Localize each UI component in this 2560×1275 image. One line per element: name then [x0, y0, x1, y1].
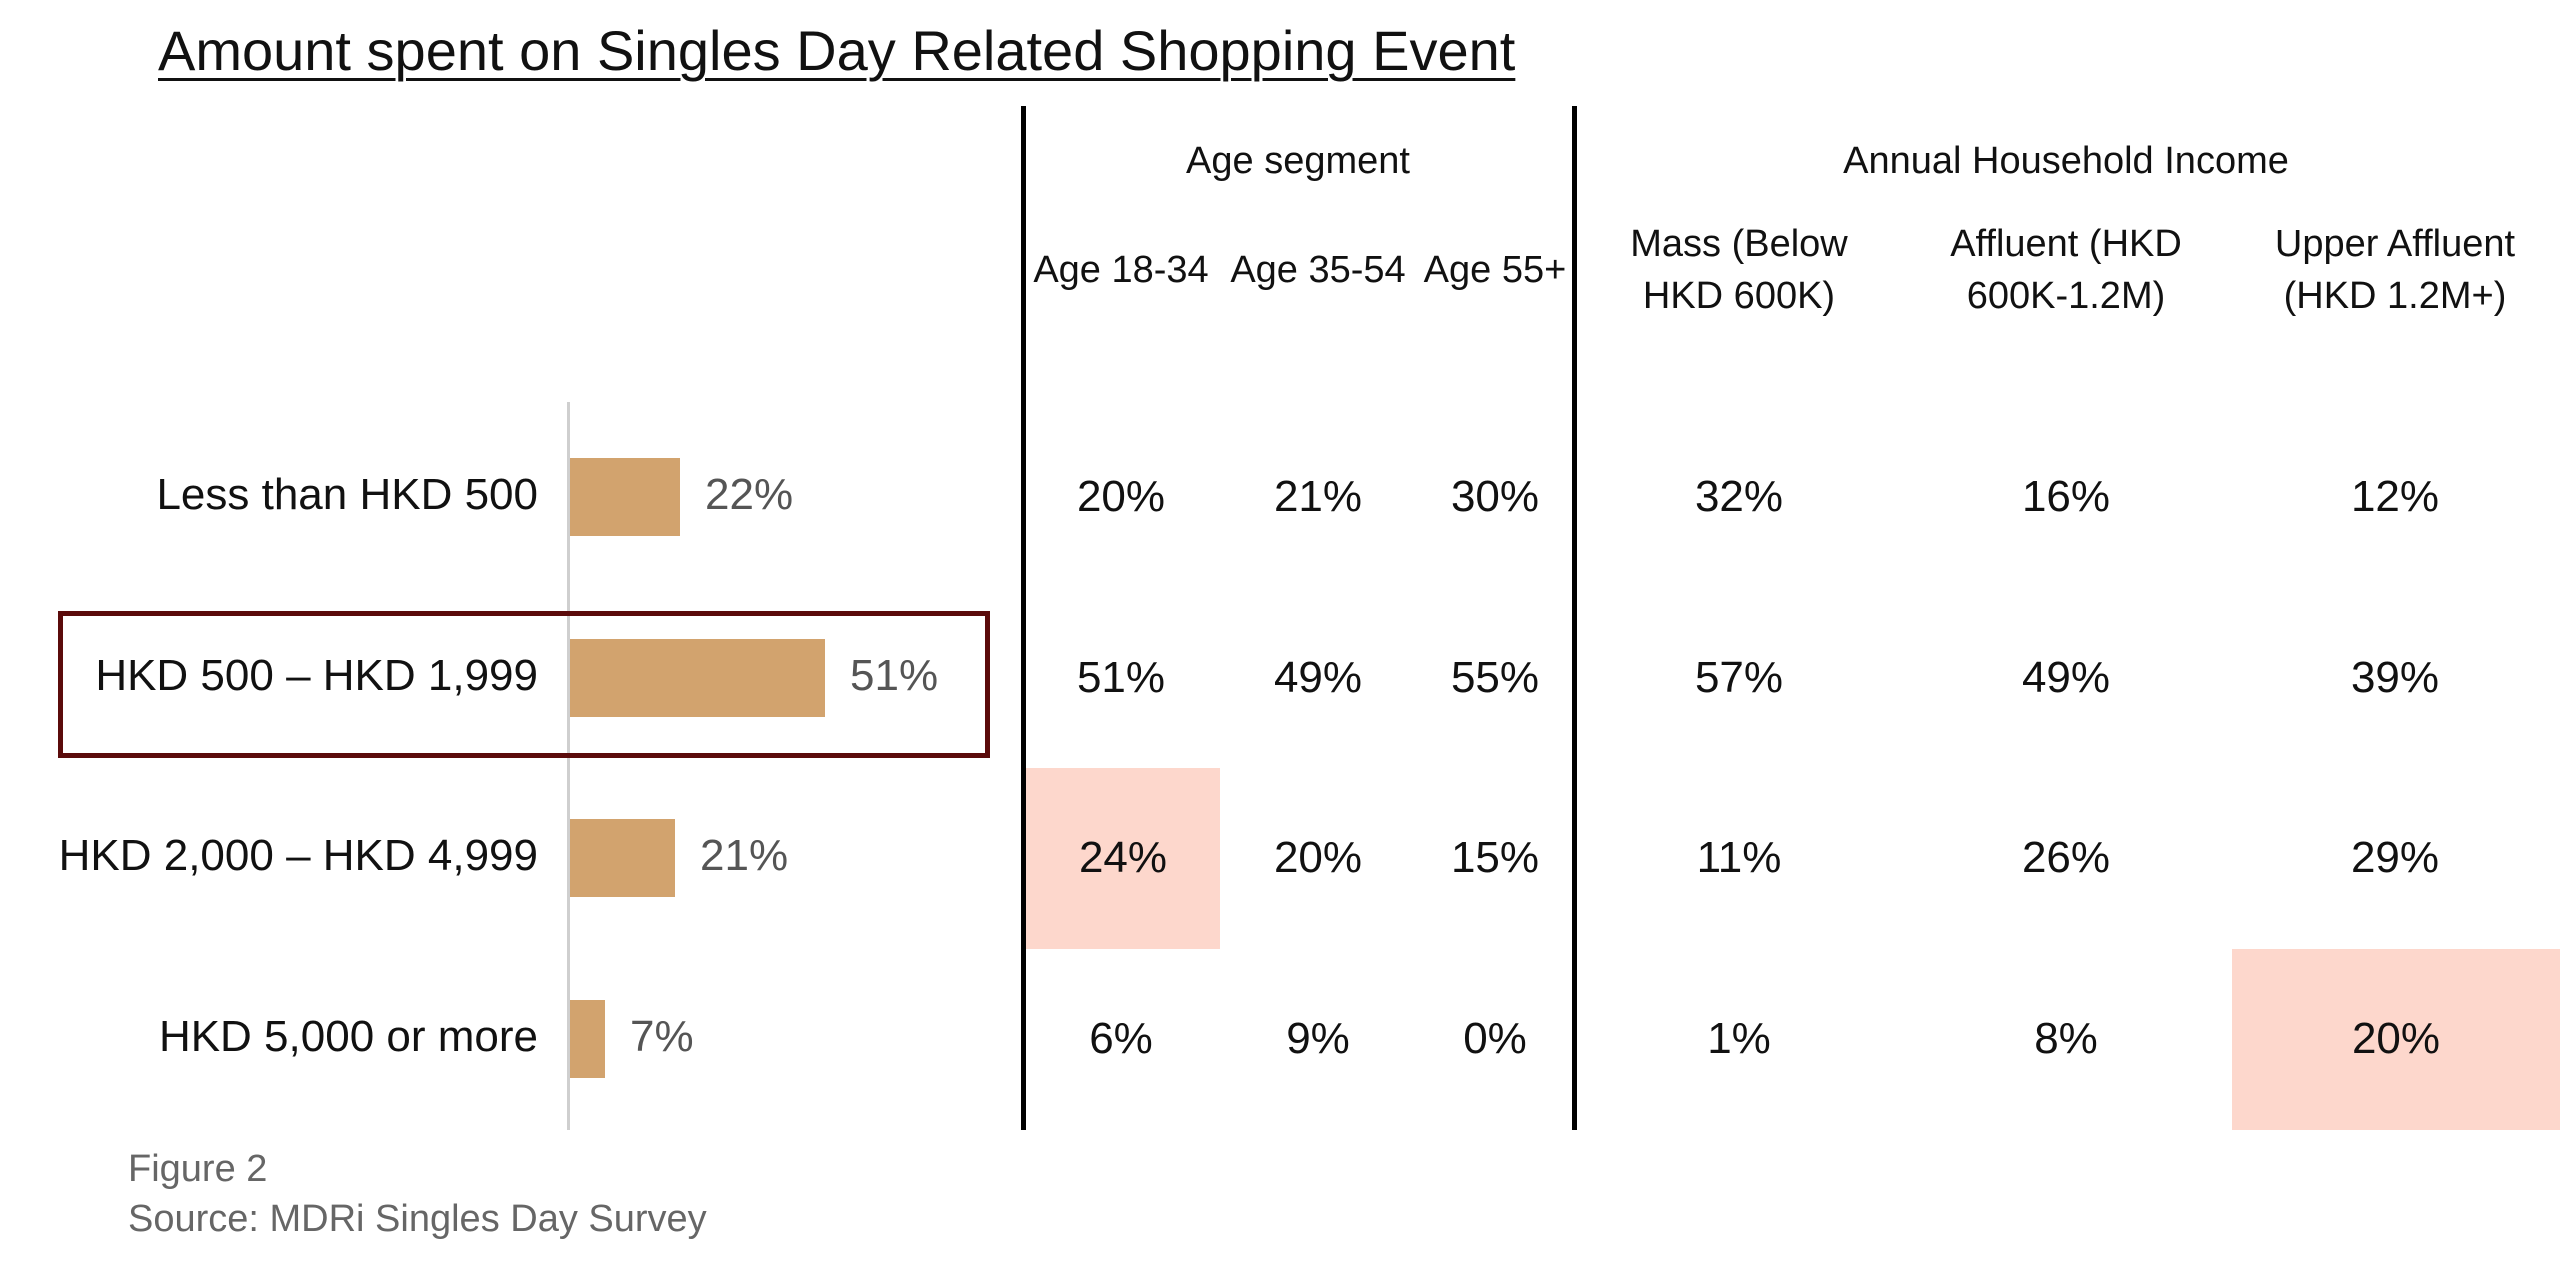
table-cell: 12% [2350, 472, 2440, 521]
table-cell: 20% [1273, 833, 1363, 882]
table-cell: 16% [2021, 472, 2111, 521]
table-cell: 51% [1076, 653, 1166, 702]
chart-title: Amount spent on Singles Day Related Shop… [158, 19, 1516, 82]
table-cell: 9% [1286, 1014, 1350, 1063]
table-cell: 49% [1273, 653, 1363, 702]
column-header: Upper Affluent (HKD 1.2M+) [2230, 218, 2560, 322]
column-header-line: (HKD 1.2M+) [2283, 275, 2507, 317]
column-header-line: Upper Affluent [2274, 223, 2516, 265]
table-cell: 11% [1696, 833, 1782, 882]
bar-value-label: 22% [705, 470, 794, 519]
bar [570, 458, 680, 536]
group-header: Annual Household Income [1843, 140, 2289, 182]
column-header: Age 35-54 [1221, 244, 1416, 296]
category-label: Less than HKD 500 [156, 470, 538, 519]
table-cell: 20% [2232, 948, 2560, 1130]
table-cell: 0% [1463, 1014, 1527, 1063]
source-note: Source: MDRi Singles Day Survey [128, 1198, 707, 1240]
divider-age [1021, 106, 1026, 1130]
column-header: Age 55+ [1418, 244, 1573, 296]
column-header: Mass (Below HKD 600K) [1574, 218, 1904, 322]
bar-value-label: 21% [700, 831, 789, 880]
highlight-box [58, 611, 990, 758]
table-cell: 30% [1450, 472, 1540, 521]
table-cell: 6% [1089, 1014, 1153, 1063]
column-header-line: Mass (Below [1630, 223, 1848, 265]
category-label: HKD 5,000 or more [158, 1012, 538, 1061]
table-cell: 1% [1707, 1014, 1771, 1063]
table-cell: 15% [1450, 833, 1540, 882]
bar-axis [567, 402, 570, 1130]
table-cell: 32% [1694, 472, 1784, 521]
bar [570, 639, 825, 717]
divider-income [1572, 106, 1577, 1130]
category-label: HKD 2,000 – HKD 4,999 [58, 831, 538, 880]
table-cell: 29% [2350, 833, 2440, 882]
table-cell: 49% [2021, 653, 2111, 702]
column-header-line: Affluent (HKD [1950, 223, 2182, 265]
column-header: Age 18-34 [1024, 244, 1219, 296]
table-cell: 8% [2034, 1014, 2098, 1063]
bar [570, 819, 675, 897]
column-header-line: HKD 600K) [1642, 275, 1836, 317]
bar [570, 1000, 605, 1078]
column-header-line: 600K-1.2M) [1966, 275, 2166, 317]
bar-value-label: 51% [850, 651, 939, 700]
column-header-line: Age 55+ [1423, 249, 1567, 291]
column-header-line: Age 35-54 [1230, 249, 1406, 291]
table-cell: 26% [2021, 833, 2111, 882]
figure-label: Figure 2 [128, 1148, 268, 1190]
column-header-line: Age 18-34 [1033, 249, 1209, 291]
bar-value-label: 7% [630, 1012, 694, 1061]
table-cell: 20% [1076, 472, 1166, 521]
table-cell: 39% [2350, 653, 2440, 702]
table-cell: 21% [1273, 472, 1363, 521]
table-cell: 24% [1026, 767, 1220, 949]
group-header: Age segment [1186, 140, 1410, 182]
column-header: Affluent (HKD 600K-1.2M) [1901, 218, 2231, 322]
table-cell: 57% [1694, 653, 1784, 702]
category-label: HKD 500 – HKD 1,999 [95, 651, 538, 700]
table-cell: 55% [1450, 653, 1540, 702]
